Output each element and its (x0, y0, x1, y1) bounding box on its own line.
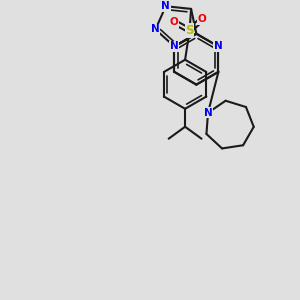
Text: N: N (204, 108, 212, 118)
Text: O: O (198, 14, 206, 24)
Text: N: N (151, 25, 160, 34)
Text: N: N (214, 41, 223, 52)
Text: N: N (170, 41, 179, 52)
Text: O: O (170, 17, 178, 27)
Text: S: S (185, 24, 194, 37)
Text: N: N (161, 1, 170, 11)
